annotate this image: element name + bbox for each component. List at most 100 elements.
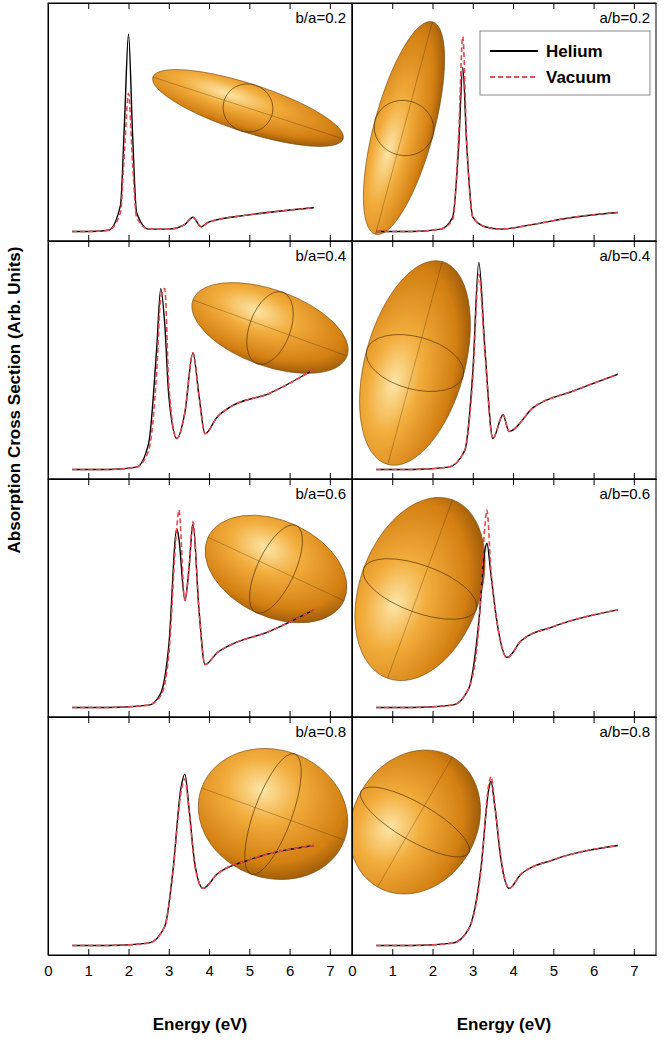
tick-mark <box>169 241 170 247</box>
tick <box>473 3 474 9</box>
tick-mark <box>433 717 434 723</box>
tick: 3 <box>165 949 173 979</box>
plot-area <box>72 774 314 945</box>
tick-mark <box>330 235 331 241</box>
axis-line <box>353 717 657 718</box>
tick <box>553 717 554 723</box>
tick: 6 <box>590 949 598 979</box>
tick <box>129 473 130 479</box>
tick-mark <box>392 711 393 717</box>
ellipsoid-equator <box>193 300 347 356</box>
panel: a/b=0.6 <box>331 479 656 718</box>
tick-label: 0 <box>44 962 52 979</box>
tick <box>513 711 514 717</box>
series-line <box>72 34 314 232</box>
tick-label: 1 <box>85 962 93 979</box>
panel-title: b/a=0.4 <box>296 247 346 264</box>
axis-line <box>49 955 353 956</box>
tick-mark <box>473 479 474 485</box>
panel-title: a/b=0.6 <box>600 485 650 502</box>
series-line <box>376 510 618 708</box>
ellipsoid-equator <box>202 788 345 840</box>
tick <box>169 479 170 485</box>
tick: 4 <box>509 949 517 979</box>
tick: 2 <box>125 949 133 979</box>
tick-mark <box>513 949 514 955</box>
tick <box>169 235 170 241</box>
tick <box>169 717 170 723</box>
tick <box>249 479 250 485</box>
tick-mark <box>330 949 331 955</box>
illustration <box>352 479 509 699</box>
y-axis <box>352 4 353 242</box>
tick <box>634 711 635 717</box>
tick-label: 1 <box>389 962 397 979</box>
tick-label: 2 <box>429 962 437 979</box>
tick <box>513 473 514 479</box>
tick <box>249 473 250 479</box>
tick-mark <box>513 717 514 723</box>
tick <box>290 473 291 479</box>
plot-area <box>72 289 314 470</box>
series-line <box>376 781 618 945</box>
tick <box>513 717 514 723</box>
tick-mark <box>594 479 595 485</box>
tick-mark <box>433 479 434 485</box>
tick <box>553 711 554 717</box>
ellipsoid-group <box>352 249 490 478</box>
series-line <box>72 510 314 708</box>
tick <box>392 717 393 723</box>
tick-mark <box>169 949 170 955</box>
axis-line <box>353 479 657 480</box>
tick-mark <box>129 479 130 485</box>
x-axis: 01234567 <box>44 949 352 979</box>
tick <box>169 473 170 479</box>
tick-mark <box>553 949 554 955</box>
tick-mark <box>88 241 89 247</box>
x-axis: 01234567 <box>348 949 656 979</box>
tick <box>513 3 514 9</box>
tick-label: 3 <box>165 962 173 979</box>
tick-mark <box>209 3 210 9</box>
series-line <box>72 289 314 470</box>
tick-mark <box>169 711 170 717</box>
axis-line <box>353 955 657 956</box>
tick-mark <box>88 3 89 9</box>
series-line <box>72 779 314 946</box>
plot-frame <box>352 717 656 955</box>
tick-mark <box>209 717 210 723</box>
axis-line <box>48 718 49 956</box>
tick-mark <box>209 711 210 717</box>
tick-mark <box>169 473 170 479</box>
ellipsoid-equator <box>378 757 453 887</box>
tick-mark <box>129 3 130 9</box>
tick-mark <box>392 479 393 485</box>
tick-mark <box>433 473 434 479</box>
tick-mark <box>249 3 250 9</box>
axis-line <box>49 241 353 242</box>
ellipsoid-group <box>352 726 506 918</box>
series-line <box>376 777 618 946</box>
illustration <box>145 54 350 161</box>
tick <box>290 235 291 241</box>
tick <box>209 479 210 485</box>
tick-mark <box>129 717 130 723</box>
tick-mark <box>392 3 393 9</box>
tick <box>88 717 89 723</box>
tick-mark <box>594 717 595 723</box>
tick-mark <box>553 479 554 485</box>
plot-frame <box>352 479 656 717</box>
tick-mark <box>290 473 291 479</box>
axis-line <box>48 4 49 242</box>
tick <box>392 235 393 241</box>
tick-mark <box>634 711 635 717</box>
panel-title: a/b=0.2 <box>600 9 650 26</box>
tick-mark <box>392 235 393 241</box>
tick-mark <box>473 473 474 479</box>
panel-title: a/b=0.8 <box>600 723 650 740</box>
tick <box>249 711 250 717</box>
ellipsoid <box>352 479 509 699</box>
tick-mark <box>129 949 130 955</box>
ellipsoid-group <box>180 264 352 392</box>
series-line <box>72 774 314 945</box>
